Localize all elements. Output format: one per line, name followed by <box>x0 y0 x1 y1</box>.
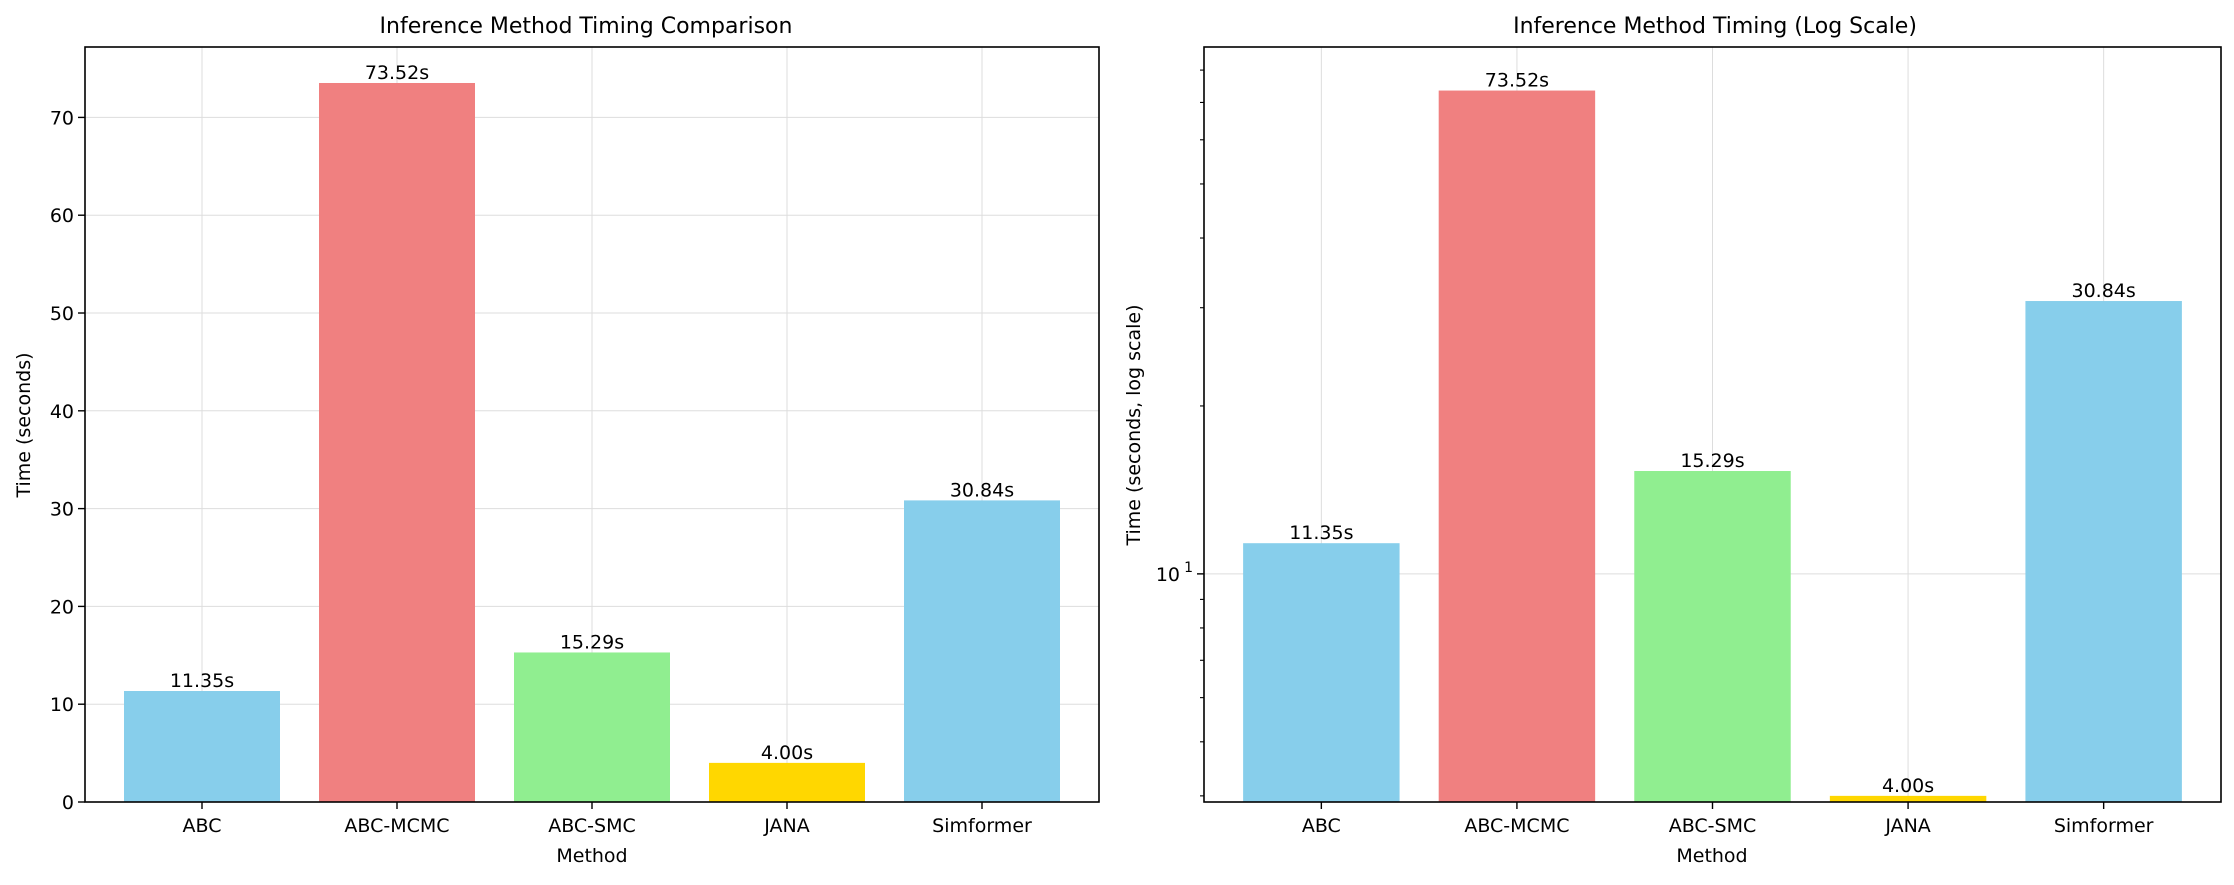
linear-chart-data-label: 11.35s <box>170 670 234 692</box>
linear-chart-bar-abc-smc <box>514 652 670 802</box>
log-chart-data-label: 4.00s <box>1882 775 1934 797</box>
linear-chart-y-tick-label: 10 <box>50 694 74 716</box>
linear-chart-y-tick-label: 70 <box>50 107 74 129</box>
log-chart-x-tick-label: ABC-MCMC <box>1464 815 1569 837</box>
linear-chart-y-tick-label: 30 <box>50 499 74 521</box>
log-chart-data-label: 73.52s <box>1485 70 1549 92</box>
linear-chart-data-label: 15.29s <box>560 631 624 653</box>
linear-chart-x-tick-label: Simformer <box>932 815 1032 837</box>
log-chart-bar-abc <box>1243 543 1400 802</box>
log-chart-y-tick-exponent: 1 <box>1184 560 1193 576</box>
log-chart-y-tick-label: 10 <box>1156 564 1180 586</box>
log-chart-data-label: 11.35s <box>1289 522 1353 544</box>
log-chart-x-tick-label: ABC-SMC <box>1669 815 1757 837</box>
log-chart-bar-jana <box>1829 795 1987 802</box>
linear-chart-x-tick-label: ABC <box>183 815 222 837</box>
log-chart-y-axis-label: Time (seconds, log scale) <box>1123 304 1145 546</box>
log-chart-x-tick-label: Simformer <box>2054 815 2154 837</box>
linear-chart-y-tick-label: 50 <box>50 303 74 325</box>
linear-chart-x-tick-label: ABC-MCMC <box>344 815 449 837</box>
linear-chart-y-axis-label: Time (seconds) <box>13 352 35 498</box>
log-chart: Inference Method Timing (Log Scale) Time… <box>1123 14 2222 867</box>
log-chart-title: Inference Method Timing (Log Scale) <box>1513 14 1917 39</box>
linear-chart-bar-simformer <box>904 500 1060 802</box>
linear-chart-bar-abc-mcmc <box>319 82 475 803</box>
log-chart-data-label: 30.84s <box>2072 280 2136 302</box>
linear-chart-y-tick-label: 60 <box>50 205 74 227</box>
linear-chart-x-axis-label: Method <box>556 845 627 867</box>
linear-chart-y-tick-label: 20 <box>50 596 74 618</box>
linear-chart-y-tick-label: 40 <box>50 401 74 423</box>
linear-chart-bar-abc <box>124 690 280 802</box>
log-chart-bar-abc-smc <box>1634 471 1791 802</box>
log-chart-bar-abc-mcmc <box>1438 90 1596 802</box>
linear-chart-data-label: 73.52s <box>365 62 429 84</box>
linear-chart: Inference Method Timing Comparison Time … <box>13 14 1100 867</box>
linear-chart-data-label: 4.00s <box>761 742 813 764</box>
log-chart-x-tick-label: ABC <box>1302 815 1341 837</box>
linear-chart-data-label: 30.84s <box>950 479 1014 501</box>
linear-chart-x-tick-label: JANA <box>763 815 809 837</box>
log-chart-x-tick-label: JANA <box>1884 815 1930 837</box>
linear-chart-bar-jana <box>709 762 865 802</box>
linear-chart-title: Inference Method Timing Comparison <box>380 14 793 39</box>
log-chart-bar-simformer <box>2025 301 2182 802</box>
log-chart-x-axis-label: Method <box>1676 845 1747 867</box>
log-chart-data-label: 15.29s <box>1680 450 1744 472</box>
linear-chart-y-tick-label: 0 <box>62 792 74 814</box>
linear-chart-x-tick-label: ABC-SMC <box>548 815 636 837</box>
